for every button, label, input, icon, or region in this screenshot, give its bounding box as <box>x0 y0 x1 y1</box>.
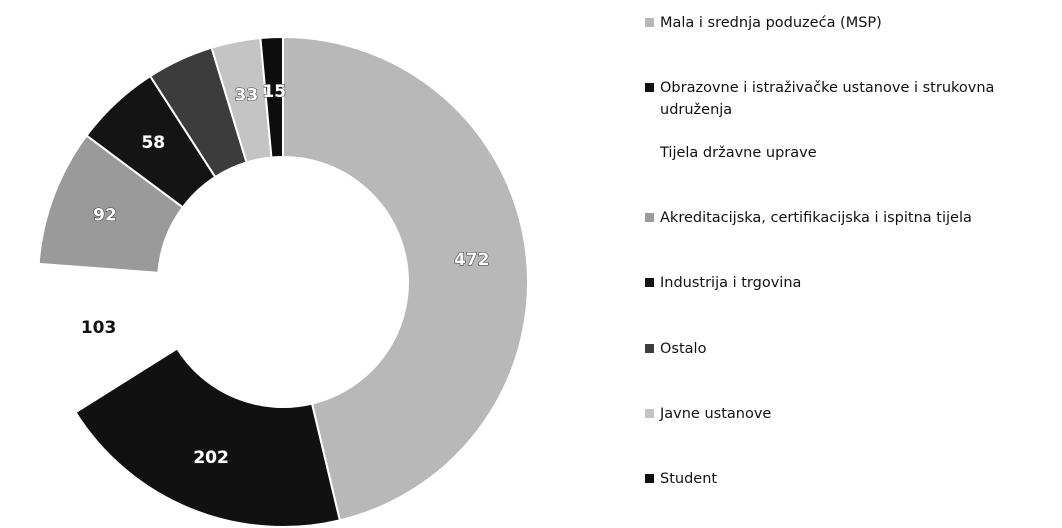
legend-marker <box>645 278 654 288</box>
data-label: 202 <box>193 448 229 468</box>
legend-item: Javne ustanove <box>645 403 1055 425</box>
legend-item: Akreditacijska, certifikacijska i ispitn… <box>645 207 1055 229</box>
legend-item: Obrazovne i istraživačke ustanove i stru… <box>645 77 1055 121</box>
legend-marker <box>645 18 654 27</box>
legend-item: Mala i srednja poduzeća (MSP) <box>645 12 1055 34</box>
legend-item: Tijela državne uprave <box>645 142 1055 164</box>
legend-item: Student <box>645 468 1055 490</box>
legend-marker <box>645 343 654 353</box>
data-label: 58 <box>141 133 165 153</box>
legend-item: Industrija i trgovina <box>645 272 1055 294</box>
data-label: 15 <box>262 82 286 102</box>
data-label: 92 <box>93 206 117 226</box>
legend-label: Javne ustanove <box>660 405 772 422</box>
data-label: 33 <box>235 86 259 106</box>
data-label: 472 <box>454 250 490 270</box>
legend-label: Industrija i trgovina <box>660 275 802 292</box>
legend-marker <box>645 148 654 158</box>
donut-segment <box>259 35 284 159</box>
donut-segment <box>282 35 529 522</box>
legend-marker <box>645 473 654 483</box>
legend-label: Tijela državne uprave <box>660 145 817 162</box>
legend-marker <box>645 408 654 418</box>
donut-chart: 472 202 103 92 58 33 15 <box>37 35 529 528</box>
legend-marker <box>645 83 654 93</box>
donut-segment <box>74 347 342 528</box>
legend-label: Akreditacijska, certifikacijska i ispitn… <box>660 210 972 227</box>
data-label: 103 <box>81 318 117 338</box>
legend-label: Ostalo <box>660 340 707 357</box>
legend-label: Student <box>660 470 718 487</box>
legend-item: Ostalo <box>645 338 1055 360</box>
legend-marker <box>645 213 654 223</box>
legend-label: Mala i srednja poduzeća (MSP) <box>660 15 882 31</box>
legend-label: Obrazovne i istraživačke ustanove i stru… <box>660 80 995 119</box>
